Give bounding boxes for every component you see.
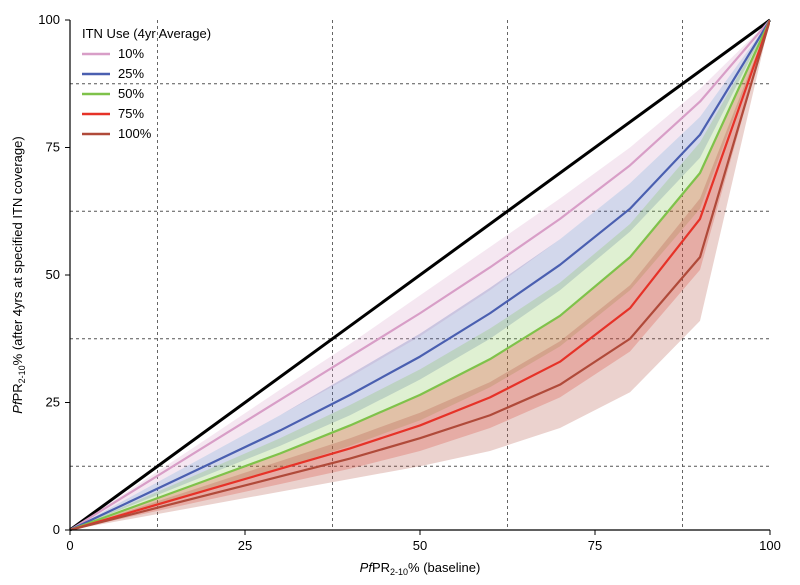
- legend-label: 100%: [118, 126, 152, 141]
- y-tick-label: 25: [46, 395, 60, 410]
- x-tick-label: 0: [66, 538, 73, 553]
- y-tick-label: 0: [53, 522, 60, 537]
- legend-label: 25%: [118, 66, 144, 81]
- x-tick-label: 75: [588, 538, 602, 553]
- legend-label: 75%: [118, 106, 144, 121]
- legend-label: 50%: [118, 86, 144, 101]
- x-axis-label: PfPR2-10% (baseline): [360, 560, 481, 577]
- y-tick-label: 75: [46, 140, 60, 155]
- legend-title: ITN Use (4yr Average): [82, 26, 211, 41]
- chart-container: 0 25 50 75 100 0 25 50 75 100 PfPR2-10% (baseline)…: [0, 0, 800, 585]
- x-tick-label: 50: [413, 538, 427, 553]
- x-tick-label: 25: [238, 538, 252, 553]
- y-tick-label: 50: [46, 267, 60, 282]
- legend-label: 10%: [118, 46, 144, 61]
- x-tick-label: 100: [759, 538, 781, 553]
- line-chart: 0 25 50 75 100 0 25 50 75 100 PfPR2-10% (baseline)…: [0, 0, 800, 585]
- y-tick-label: 100: [38, 12, 60, 27]
